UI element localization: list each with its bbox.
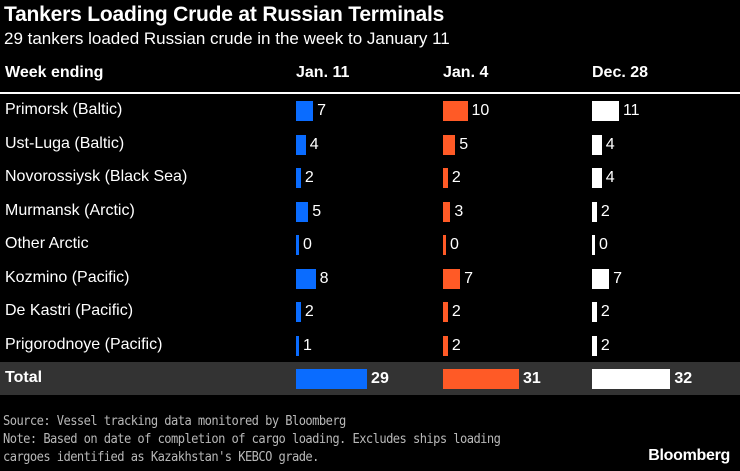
chart-subtitle: 29 tankers loaded Russian crude in the w… xyxy=(4,29,450,48)
value-label: 0 xyxy=(599,236,608,253)
bar xyxy=(592,369,671,389)
bar xyxy=(592,335,597,356)
value-label: 1 xyxy=(303,336,312,354)
row-label: De Kastri (Pacific) xyxy=(5,302,134,319)
bar xyxy=(443,335,448,356)
value-label: 0 xyxy=(450,236,459,253)
row-header: Week ending xyxy=(5,64,104,81)
value-label: 0 xyxy=(303,236,312,253)
value-label: 2 xyxy=(451,336,461,354)
column-header-3: Dec. 28 xyxy=(592,64,649,81)
value-label: 11 xyxy=(622,102,640,119)
bar xyxy=(296,369,368,389)
value-label: 10 xyxy=(471,102,490,119)
row-label: Ust-Luga (Baltic) xyxy=(5,134,125,152)
table-row: Primorsk (Baltic) 7 10 11 xyxy=(0,94,740,127)
value-label: 2 xyxy=(600,336,610,354)
note-line-2: cargoes identified as Kazakhstan's KEBCO… xyxy=(3,450,319,465)
value-label: 5 xyxy=(459,135,469,153)
bar xyxy=(296,201,309,222)
value-label: 7 xyxy=(317,102,327,119)
bar xyxy=(443,101,468,121)
value-label: 7 xyxy=(464,269,474,287)
bar xyxy=(592,302,597,322)
bar xyxy=(443,268,461,289)
bar xyxy=(296,134,306,155)
value-label: 3 xyxy=(454,202,464,220)
total-row: Total 29 31 32 xyxy=(0,362,740,395)
column-header-2: Jan. 4 xyxy=(443,64,489,81)
value-label: 4 xyxy=(605,135,615,153)
value-label: 8 xyxy=(319,269,329,287)
value-label: 4 xyxy=(309,135,319,153)
table-row: Kozmino (Pacific) 8 7 7 xyxy=(0,262,740,295)
row-label: Murmansk (Arctic) xyxy=(5,201,135,219)
bar xyxy=(592,168,602,188)
bar xyxy=(592,134,602,155)
value-label: 31 xyxy=(522,370,541,387)
bar xyxy=(443,201,451,222)
value-label: 5 xyxy=(312,202,322,220)
row-label: Prigorodnoye (Pacific) xyxy=(5,335,163,353)
value-label: 2 xyxy=(600,303,610,320)
value-label: 2 xyxy=(304,169,314,186)
value-label: 7 xyxy=(613,269,623,287)
value-label: 4 xyxy=(605,169,615,186)
bar xyxy=(592,235,595,255)
row-label: Other Arctic xyxy=(5,235,89,252)
table-row: De Kastri (Pacific) 2 2 2 xyxy=(0,295,740,328)
row-label: Primorsk (Baltic) xyxy=(5,101,123,118)
table-row: Murmansk (Arctic) 5 3 2 xyxy=(0,195,740,228)
table-row: Novorossiysk (Black Sea) 2 2 4 xyxy=(0,161,740,194)
bar xyxy=(592,201,597,222)
table-row: Other Arctic 0 0 0 xyxy=(0,228,740,261)
note-line-1: Note: Based on date of completion of car… xyxy=(3,432,501,447)
value-label: 2 xyxy=(600,202,610,220)
bar xyxy=(296,101,314,121)
value-label: 32 xyxy=(674,370,693,387)
bar xyxy=(296,235,299,255)
bar xyxy=(443,235,446,255)
column-header-1: Jan. 11 xyxy=(296,64,350,81)
bar xyxy=(296,302,301,322)
bloomberg-logo: Bloomberg xyxy=(648,447,730,464)
value-label: 2 xyxy=(451,169,461,186)
value-label: 29 xyxy=(371,370,389,387)
table-row: Ust-Luga (Baltic) 4 5 4 xyxy=(0,128,740,161)
header-divider xyxy=(0,92,740,94)
bar xyxy=(296,268,316,289)
bar xyxy=(296,168,301,188)
bar xyxy=(592,101,619,121)
bar xyxy=(443,134,456,155)
value-label: 2 xyxy=(304,303,314,320)
row-label: Total xyxy=(5,369,43,386)
chart-title: Tankers Loading Crude at Russian Termina… xyxy=(4,3,445,26)
source-note: Source: Vessel tracking data monitored b… xyxy=(3,414,346,429)
row-label: Novorossiysk (Black Sea) xyxy=(5,168,188,185)
bar xyxy=(443,302,448,322)
bar xyxy=(296,335,299,356)
bar xyxy=(592,268,610,289)
bar xyxy=(443,168,448,188)
bar xyxy=(443,369,519,389)
row-label: Kozmino (Pacific) xyxy=(5,268,130,286)
table-row: Prigorodnoye (Pacific) 1 2 2 xyxy=(0,329,740,362)
value-label: 2 xyxy=(451,303,461,320)
